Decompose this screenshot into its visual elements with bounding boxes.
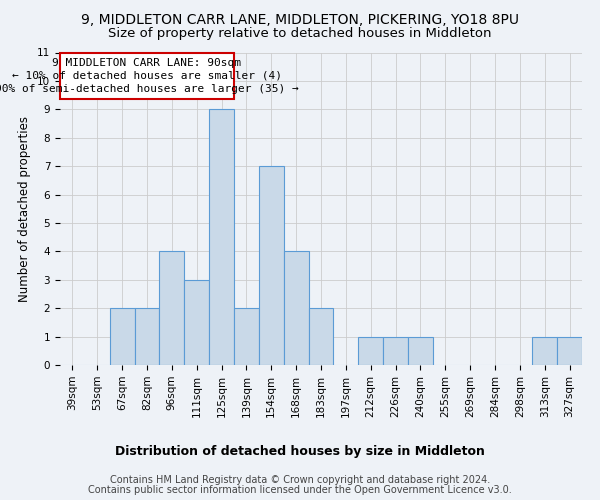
- Text: ← 10% of detached houses are smaller (4): ← 10% of detached houses are smaller (4): [12, 71, 282, 81]
- Text: 9 MIDDLETON CARR LANE: 90sqm: 9 MIDDLETON CARR LANE: 90sqm: [53, 58, 241, 68]
- Bar: [259, 166, 284, 365]
- Bar: [557, 336, 582, 365]
- Bar: [408, 336, 433, 365]
- Text: Contains HM Land Registry data © Crown copyright and database right 2024.: Contains HM Land Registry data © Crown c…: [110, 475, 490, 485]
- Bar: [209, 110, 234, 365]
- Bar: [110, 308, 134, 365]
- Bar: [134, 308, 160, 365]
- Text: Distribution of detached houses by size in Middleton: Distribution of detached houses by size …: [115, 444, 485, 458]
- Bar: [358, 336, 383, 365]
- Bar: [234, 308, 259, 365]
- Text: 9, MIDDLETON CARR LANE, MIDDLETON, PICKERING, YO18 8PU: 9, MIDDLETON CARR LANE, MIDDLETON, PICKE…: [81, 12, 519, 26]
- FancyBboxPatch shape: [60, 52, 234, 100]
- Bar: [184, 280, 209, 365]
- Text: 90% of semi-detached houses are larger (35) →: 90% of semi-detached houses are larger (…: [0, 84, 299, 94]
- Bar: [532, 336, 557, 365]
- Y-axis label: Number of detached properties: Number of detached properties: [19, 116, 31, 302]
- Bar: [308, 308, 334, 365]
- Bar: [160, 252, 184, 365]
- Text: Size of property relative to detached houses in Middleton: Size of property relative to detached ho…: [108, 28, 492, 40]
- Bar: [383, 336, 408, 365]
- Bar: [284, 252, 308, 365]
- Text: Contains public sector information licensed under the Open Government Licence v3: Contains public sector information licen…: [88, 485, 512, 495]
